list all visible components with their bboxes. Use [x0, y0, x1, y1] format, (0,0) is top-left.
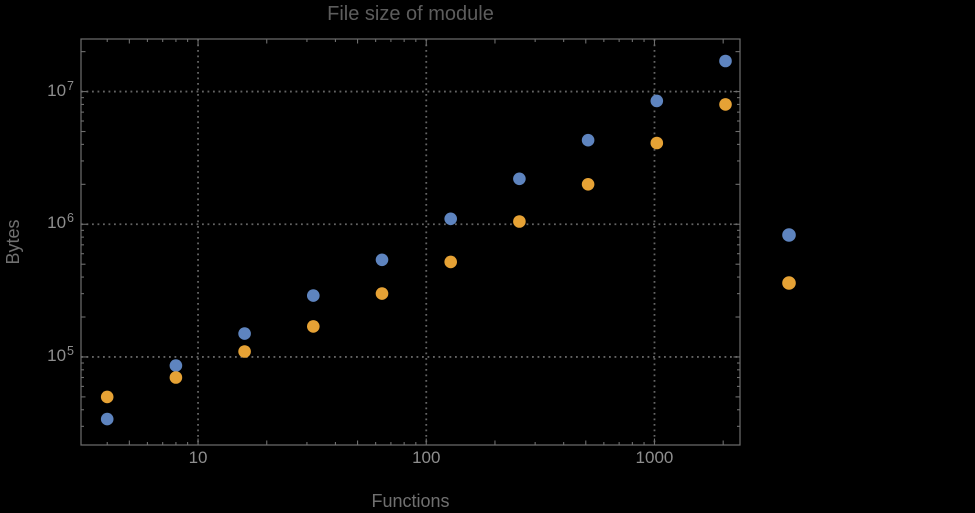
- data-point-blue: [100, 412, 114, 426]
- data-point-orange: [238, 345, 251, 358]
- data-point-blue: [650, 94, 664, 108]
- legend-marker-orange: [782, 276, 796, 290]
- chart-title: File size of module: [327, 3, 494, 25]
- data-point-orange: [307, 320, 320, 333]
- y-tick-label: 107: [47, 78, 74, 100]
- y-tick-exponent: 7: [67, 78, 74, 93]
- data-point-blue: [169, 359, 183, 372]
- x-axis-label: Functions: [371, 491, 450, 511]
- data-point-orange: [581, 178, 595, 191]
- x-tick-label: 100: [412, 448, 441, 467]
- data-point-orange: [169, 371, 183, 384]
- x-tick-label: 10: [188, 448, 208, 467]
- y-tick-exponent: 5: [67, 343, 74, 358]
- data-point-blue: [513, 172, 526, 186]
- data-point-blue: [581, 133, 595, 147]
- data-point-blue: [375, 253, 389, 267]
- y-tick-exponent: 6: [67, 211, 74, 226]
- data-point-orange: [100, 390, 114, 404]
- data-point-orange: [719, 98, 732, 111]
- data-point-orange: [444, 255, 458, 269]
- y-tick-label: 105: [47, 343, 74, 365]
- data-point-orange: [375, 287, 389, 300]
- data-point-blue: [238, 327, 251, 340]
- plot-frame: [80, 38, 741, 446]
- data-point-blue: [719, 54, 732, 68]
- data-point-blue: [444, 212, 458, 226]
- y-axis-label: Bytes: [3, 219, 23, 265]
- x-tick-label: 1000: [635, 448, 674, 467]
- y-tick-label: 106: [47, 211, 74, 233]
- data-point-orange: [650, 136, 664, 150]
- data-point-orange: [513, 215, 526, 228]
- legend-marker-blue: [782, 228, 796, 242]
- data-point-blue: [307, 289, 320, 302]
